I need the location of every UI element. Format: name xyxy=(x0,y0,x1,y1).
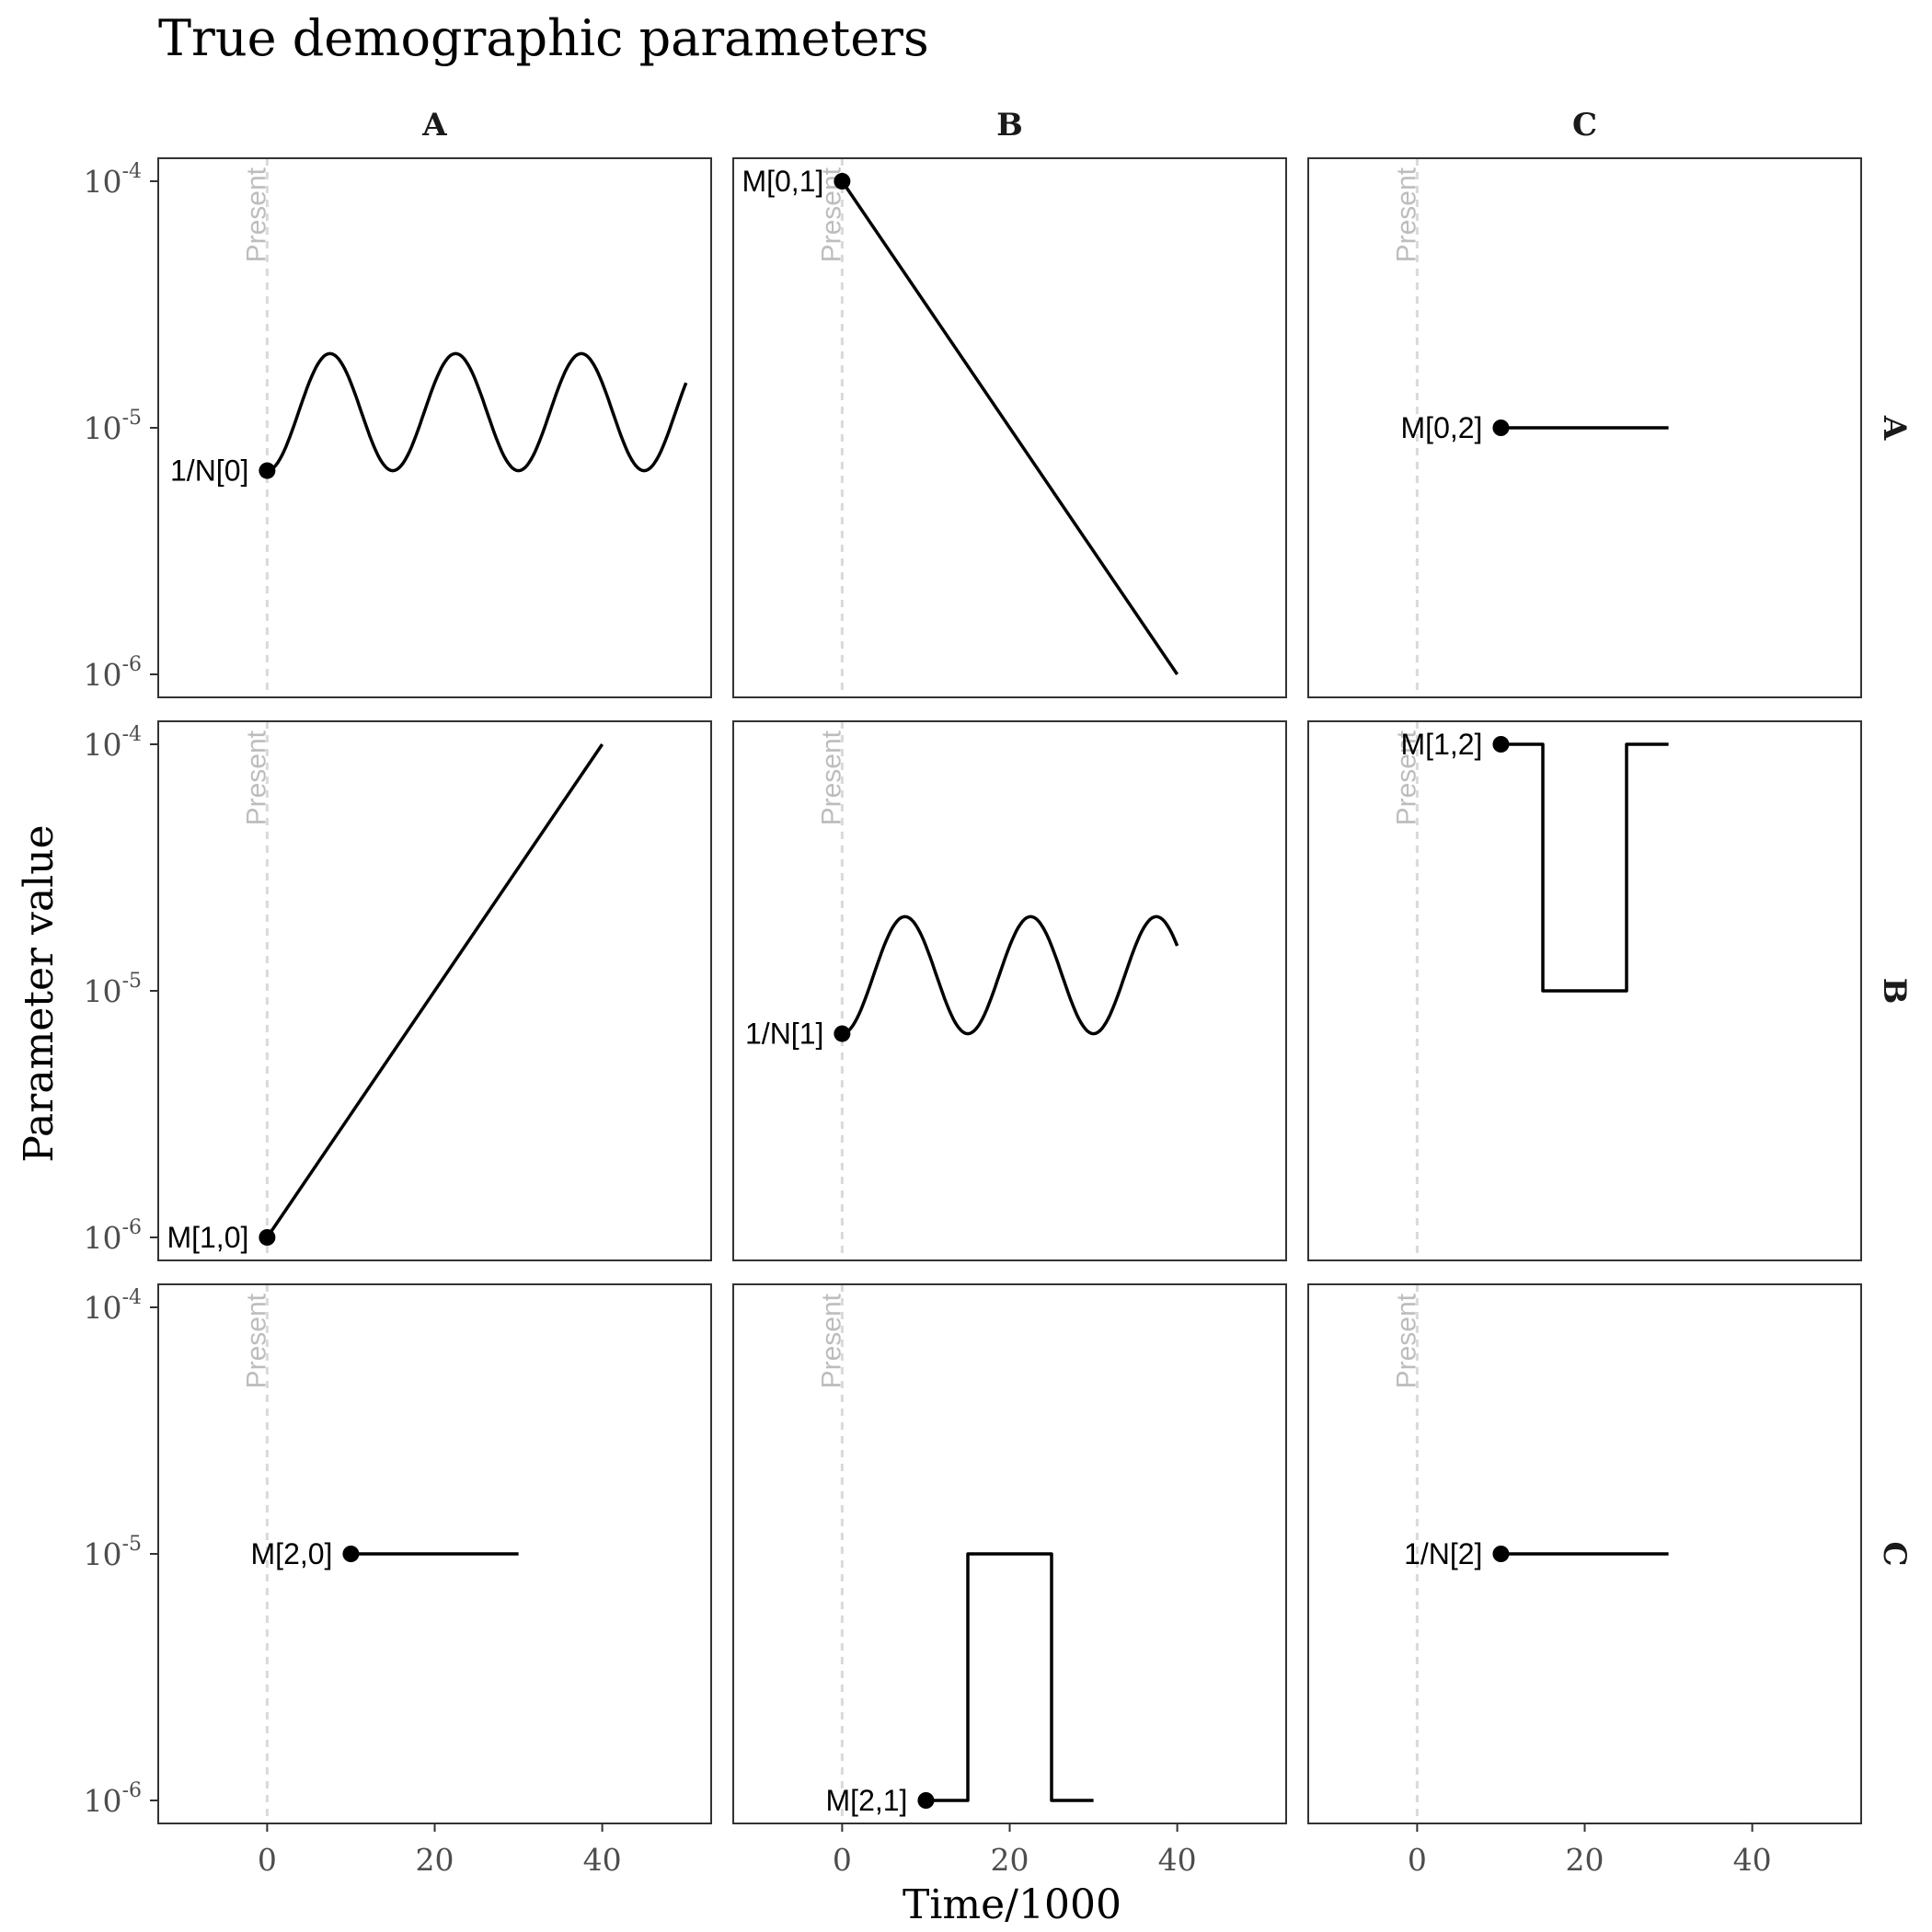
start-point xyxy=(1492,1546,1510,1562)
series-line xyxy=(926,1552,1094,1802)
point-label: M[2,1] xyxy=(826,1784,908,1817)
point-label: 1/N[2] xyxy=(1404,1537,1482,1570)
start-point xyxy=(834,173,851,190)
panel-border xyxy=(1307,157,1862,698)
y-axis-title: Parameter value xyxy=(16,824,63,1162)
start-point xyxy=(342,1546,360,1562)
panel-A-C: Present M[0,2] xyxy=(1307,157,1862,698)
panel-border xyxy=(732,1283,1287,1824)
series-line xyxy=(842,914,1179,1036)
present-label: Present xyxy=(241,1293,271,1388)
point-label: 1/N[0] xyxy=(170,454,248,488)
present-label: Present xyxy=(241,167,271,262)
point-label: M[1,2] xyxy=(1401,728,1483,761)
point-label: M[1,0] xyxy=(167,1221,248,1254)
series-line xyxy=(265,743,604,1238)
present-label: Present xyxy=(816,730,846,825)
x-tick-label: 0 xyxy=(833,1842,852,1878)
panel-border xyxy=(157,1283,712,1824)
start-point xyxy=(1492,420,1510,436)
present-label: Present xyxy=(1391,167,1421,262)
start-point xyxy=(917,1792,935,1809)
present-label: Present xyxy=(816,1293,846,1388)
start-point xyxy=(1492,736,1510,753)
row-strip-label: C xyxy=(1876,1541,1913,1566)
column-strip-label: C xyxy=(1572,107,1597,144)
panel-border xyxy=(157,720,712,1261)
x-tick-label: 40 xyxy=(1733,1842,1772,1878)
x-tick-label: 20 xyxy=(1566,1842,1604,1878)
point-label: M[0,1] xyxy=(742,165,823,198)
panel-border xyxy=(732,157,1287,698)
panel-border xyxy=(732,720,1287,1261)
panel-C-C: Present 1/N[2] xyxy=(1307,1283,1862,1824)
point-label: M[2,0] xyxy=(251,1537,333,1570)
x-tick-label: 20 xyxy=(416,1842,454,1878)
row-strip-label: A xyxy=(1876,415,1913,441)
start-point xyxy=(259,1229,276,1246)
point-label: 1/N[1] xyxy=(745,1018,823,1051)
x-tick-label: 40 xyxy=(1158,1842,1197,1878)
chart-title: True demographic parameters xyxy=(158,9,929,67)
panel-A-A: Present 1/N[0] xyxy=(157,157,712,698)
panel-B-A: Present M[1,0] xyxy=(157,720,712,1261)
row-strip-label: B xyxy=(1876,978,1913,1005)
panel-C-A: Present M[2,0] xyxy=(157,1283,712,1824)
y-tick-label: 10-4 xyxy=(84,1286,142,1326)
panel-B-B: Present 1/N[1] xyxy=(732,720,1287,1261)
start-point xyxy=(834,1025,851,1042)
y-tick-label: 10-6 xyxy=(84,653,142,693)
panel-grid: A B C A B C 10-4 10-5 10-6 10-4 10-5 10-6 10-4 10-5 10… xyxy=(84,107,1913,1878)
series-line xyxy=(1501,742,1669,993)
present-label: Present xyxy=(241,730,271,825)
y-tick-label: 10-6 xyxy=(84,1216,142,1256)
y-tick-label: 10-5 xyxy=(84,407,142,446)
present-label: Present xyxy=(1391,730,1421,825)
y-tick-label: 10-5 xyxy=(84,970,142,1009)
y-tick-label: 10-4 xyxy=(84,723,142,763)
present-label: Present xyxy=(1391,1293,1421,1388)
panel-border xyxy=(157,157,712,698)
column-strip-label: A xyxy=(421,107,447,144)
series-line xyxy=(840,180,1179,675)
series-line xyxy=(267,351,688,473)
x-tick-label: 20 xyxy=(991,1842,1029,1878)
panel-border xyxy=(1307,1283,1862,1824)
y-tick-label: 10-5 xyxy=(84,1533,142,1572)
x-tick-label: 40 xyxy=(583,1842,622,1878)
start-point xyxy=(259,462,276,479)
y-tick-label: 10-4 xyxy=(84,160,142,200)
x-tick-label: 0 xyxy=(258,1842,277,1878)
panel-border xyxy=(1307,720,1862,1261)
point-label: M[0,2] xyxy=(1401,411,1483,444)
x-axis-title: Time/1000 xyxy=(903,1881,1121,1928)
column-strip-label: B xyxy=(996,107,1023,144)
y-tick-label: 10-6 xyxy=(84,1779,142,1819)
panel-C-B: Present M[2,1] xyxy=(732,1283,1287,1824)
x-tick-label: 0 xyxy=(1408,1842,1427,1878)
